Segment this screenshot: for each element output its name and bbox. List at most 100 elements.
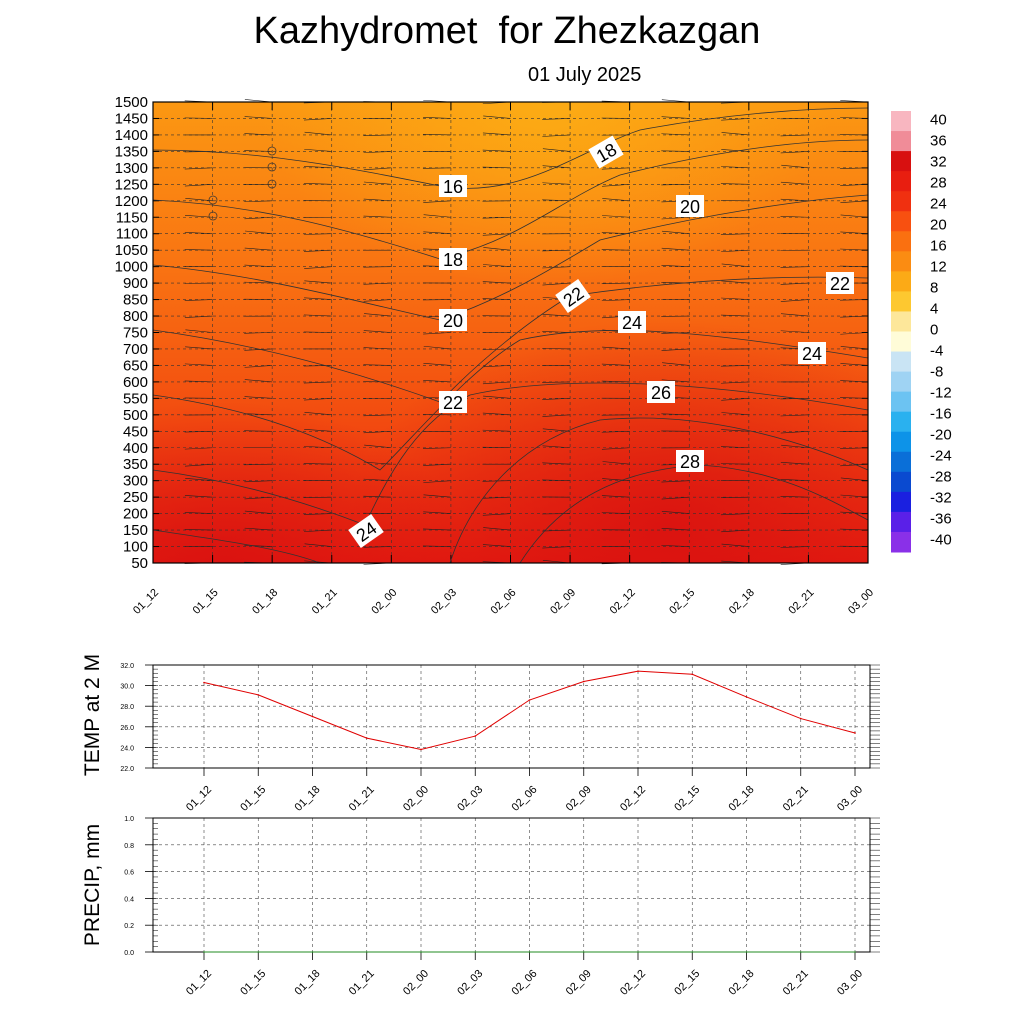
wind-barb xyxy=(661,184,690,186)
wind-barb xyxy=(184,430,213,433)
wind-barb xyxy=(423,528,451,531)
y-tick-label: 450 xyxy=(123,423,148,440)
wind-barb xyxy=(184,380,213,383)
wind-barb xyxy=(542,134,571,137)
wind-barb xyxy=(780,430,809,434)
calm-wind-circle xyxy=(208,195,218,205)
wind-barb xyxy=(661,247,690,251)
wind-barb xyxy=(601,363,630,366)
wind-barb xyxy=(184,315,213,318)
y-tick-label: 0.6 xyxy=(124,870,134,877)
data-point xyxy=(745,696,748,698)
data-point xyxy=(745,951,748,953)
data-point xyxy=(854,951,856,953)
wind-barb xyxy=(303,463,332,465)
wind-barb xyxy=(721,166,749,169)
y-tick-label: 22.0 xyxy=(120,766,134,773)
calm-wind-circle xyxy=(267,162,277,172)
wind-barb xyxy=(244,365,273,368)
wind-barb xyxy=(363,282,392,285)
wind-barb xyxy=(721,132,749,136)
wind-barb xyxy=(303,365,332,367)
wind-barb xyxy=(661,116,690,119)
wind-barb xyxy=(840,477,869,481)
y-tick-label: 150 xyxy=(123,522,148,539)
contour-label-bg xyxy=(618,311,646,333)
x-tick-label: 01_21 xyxy=(310,587,340,617)
wind-barb xyxy=(363,430,392,434)
wind-barb xyxy=(482,132,511,136)
data-point xyxy=(637,670,639,672)
wind-barb xyxy=(482,544,511,547)
colorbar-label: 32 xyxy=(930,153,947,170)
colorbar-label: 40 xyxy=(930,111,947,128)
x-tick-label: 02_18 xyxy=(727,587,757,617)
wind-barb xyxy=(721,412,749,416)
wind-barb xyxy=(542,529,571,532)
colorbar-label: -16 xyxy=(930,405,952,422)
wind-barb xyxy=(780,414,809,417)
wind-barb xyxy=(184,363,213,366)
colorbar-label: -36 xyxy=(930,510,952,527)
data-point xyxy=(799,951,802,953)
wind-barb xyxy=(780,330,809,333)
x-tick-label: 02_03 xyxy=(455,968,485,998)
wind-barb xyxy=(602,184,630,187)
x-tick-label: 02_00 xyxy=(401,784,431,814)
wind-barb xyxy=(542,428,571,432)
wind-barb xyxy=(244,116,273,119)
wind-barb xyxy=(601,249,630,251)
colorbar-cell xyxy=(891,491,911,513)
wind-barb xyxy=(304,543,332,547)
colorbar-cell xyxy=(891,291,911,312)
wind-barb xyxy=(780,181,809,185)
colorbar-cell xyxy=(891,191,911,212)
x-tick-label: 02_00 xyxy=(369,587,399,617)
wind-barb xyxy=(780,151,809,154)
contour-line xyxy=(152,382,869,526)
wind-barb xyxy=(721,529,749,533)
contour-label-text: 28 xyxy=(680,452,700,472)
data-point xyxy=(691,951,694,953)
wind-barb xyxy=(780,546,809,548)
y-tick-label: 1350 xyxy=(115,143,148,160)
wind-barb xyxy=(244,133,273,136)
contour-label: 18 xyxy=(439,248,467,270)
wind-barb xyxy=(542,381,571,383)
wind-barb xyxy=(840,231,869,235)
contour-label-text: 22 xyxy=(443,393,463,413)
contour-label: 20 xyxy=(439,309,467,331)
wind-barb xyxy=(244,480,273,483)
wind-barb xyxy=(423,200,451,203)
wind-barb xyxy=(601,232,630,235)
colorbar-cell xyxy=(891,271,911,292)
x-tick-label: 02_03 xyxy=(429,587,459,617)
wind-barb xyxy=(483,395,511,399)
wind-barb xyxy=(482,264,511,267)
wind-barb xyxy=(304,118,332,121)
wind-barb xyxy=(840,447,869,450)
contour-label-text: 16 xyxy=(443,177,463,197)
data-point xyxy=(203,681,205,684)
wind-barb xyxy=(780,461,809,465)
x-tick-label: 02_12 xyxy=(618,968,648,998)
calm-wind-circle xyxy=(267,179,277,189)
y-tick-label: 1.0 xyxy=(124,816,134,823)
wind-barb xyxy=(303,249,332,252)
contour-label-text: 24 xyxy=(802,344,822,364)
y-tick-label: 32.0 xyxy=(120,663,134,670)
contour-label-bg xyxy=(439,309,467,331)
wind-barb xyxy=(721,381,749,384)
wind-barb xyxy=(482,446,511,449)
plot-frame xyxy=(152,664,871,769)
wind-barb xyxy=(542,331,571,333)
data-point xyxy=(203,951,205,953)
contour-label: 22 xyxy=(826,272,854,294)
wind-barb xyxy=(542,462,571,465)
wind-barb xyxy=(185,197,213,202)
y-tick-label: 1250 xyxy=(115,176,148,193)
data-point xyxy=(474,951,477,953)
y-axis-label: PRECIP, mm xyxy=(81,824,104,946)
wind-barb xyxy=(661,510,690,514)
